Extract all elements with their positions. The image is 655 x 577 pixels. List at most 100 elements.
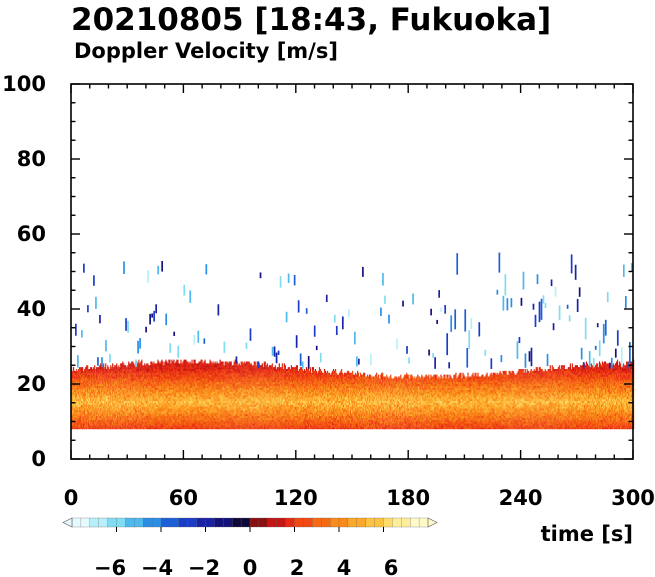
heatmap-cell [91, 423, 93, 426]
heatmap-cell [175, 374, 177, 377]
heatmap-cell [146, 389, 148, 392]
heatmap-cell [113, 415, 115, 418]
heatmap-cell [182, 410, 184, 413]
heatmap-cell [119, 417, 121, 420]
heatmap-cell [170, 414, 172, 417]
heatmap-cell [79, 404, 81, 407]
heatmap-cell [112, 376, 114, 379]
heatmap-cell [91, 415, 93, 418]
heatmap-cell [110, 414, 112, 417]
heatmap-cell [72, 372, 74, 375]
heatmap-cell [160, 399, 162, 402]
heatmap-cell [172, 372, 174, 375]
heatmap-cell [125, 399, 127, 402]
heatmap-cell [131, 382, 133, 385]
heatmap-cell [152, 367, 154, 370]
heatmap-cell [84, 389, 86, 392]
heatmap-cell [87, 421, 89, 424]
heatmap-cell [205, 412, 207, 415]
heatmap-cell [205, 370, 207, 373]
heatmap-cell [148, 372, 150, 375]
heatmap-cell [76, 393, 78, 396]
heatmap-cell [149, 387, 151, 390]
heatmap-cell [157, 367, 159, 370]
heatmap-cell [143, 378, 145, 381]
heatmap-cell [82, 412, 84, 415]
heatmap-cell [112, 415, 114, 418]
heatmap-cell [190, 369, 192, 372]
heatmap-cell [96, 421, 98, 424]
heatmap-cell [180, 415, 182, 418]
heatmap-cell [168, 378, 170, 381]
heatmap-cell [101, 370, 103, 373]
heatmap-cell [74, 423, 76, 426]
heatmap-cell [160, 423, 162, 426]
heatmap-cell [150, 425, 152, 428]
heatmap-cell [129, 372, 131, 375]
heatmap-cell [103, 414, 105, 417]
heatmap-cell [159, 415, 161, 418]
heatmap-cell [214, 389, 216, 392]
heatmap-cell [83, 397, 85, 400]
heatmap-cell [115, 387, 117, 390]
heatmap-cell [169, 423, 171, 426]
heatmap-cell [160, 406, 162, 409]
heatmap-cell [116, 363, 118, 366]
heatmap-cell [134, 389, 136, 392]
heatmap-cell [195, 369, 197, 372]
heatmap-cell [97, 393, 99, 396]
heatmap-cell [162, 399, 164, 402]
heatmap-cell [102, 425, 104, 428]
heatmap-cell [164, 369, 166, 372]
heatmap-cell [206, 363, 208, 366]
heatmap-cell [78, 419, 80, 422]
heatmap-cell [123, 376, 125, 379]
heatmap-cell [208, 399, 210, 402]
heatmap-cell [206, 410, 208, 413]
heatmap-cell [176, 425, 178, 428]
heatmap-cell [133, 387, 135, 390]
heatmap-cell [149, 367, 151, 370]
heatmap-cell [159, 365, 161, 368]
heatmap-cell [88, 376, 90, 379]
heatmap-cell [109, 393, 111, 396]
heatmap-cell [182, 363, 184, 366]
heatmap-cell [183, 365, 185, 368]
heatmap-cell [134, 423, 136, 426]
heatmap-cell [105, 412, 107, 415]
heatmap-cell [181, 414, 183, 417]
heatmap-cell [201, 382, 203, 385]
heatmap-cell [122, 412, 124, 415]
heatmap-cell [186, 389, 188, 392]
heatmap-cell [76, 378, 78, 381]
heatmap-cell [132, 400, 134, 403]
heatmap-cell [208, 370, 210, 373]
heatmap-cell [97, 391, 99, 394]
heatmap-cell [136, 400, 138, 403]
heatmap-cell [142, 369, 144, 372]
heatmap-cell [172, 395, 174, 398]
heatmap-cell [118, 399, 120, 402]
heatmap-cell [125, 406, 127, 409]
heatmap-cell [202, 423, 204, 426]
heatmap-cell [210, 361, 212, 364]
heatmap-cell [93, 402, 95, 405]
heatmap-cell [106, 393, 108, 396]
heatmap-cell [102, 387, 104, 390]
heatmap-cell [197, 393, 199, 396]
heatmap-cell [166, 412, 168, 415]
heatmap-cell [103, 380, 105, 383]
heatmap-cell [189, 374, 191, 377]
heatmap-cell [157, 370, 159, 373]
heatmap-cell [196, 376, 198, 379]
heatmap-cell [92, 414, 94, 417]
heatmap-cell [82, 395, 84, 398]
heatmap-cell [127, 400, 129, 403]
heatmap-cell [88, 399, 90, 402]
heatmap-cell [137, 367, 139, 370]
heatmap-cell [117, 419, 119, 422]
heatmap-cell [76, 395, 78, 398]
heatmap-cell [182, 421, 184, 424]
heatmap-cell [105, 385, 107, 388]
heatmap-cell [185, 397, 187, 400]
